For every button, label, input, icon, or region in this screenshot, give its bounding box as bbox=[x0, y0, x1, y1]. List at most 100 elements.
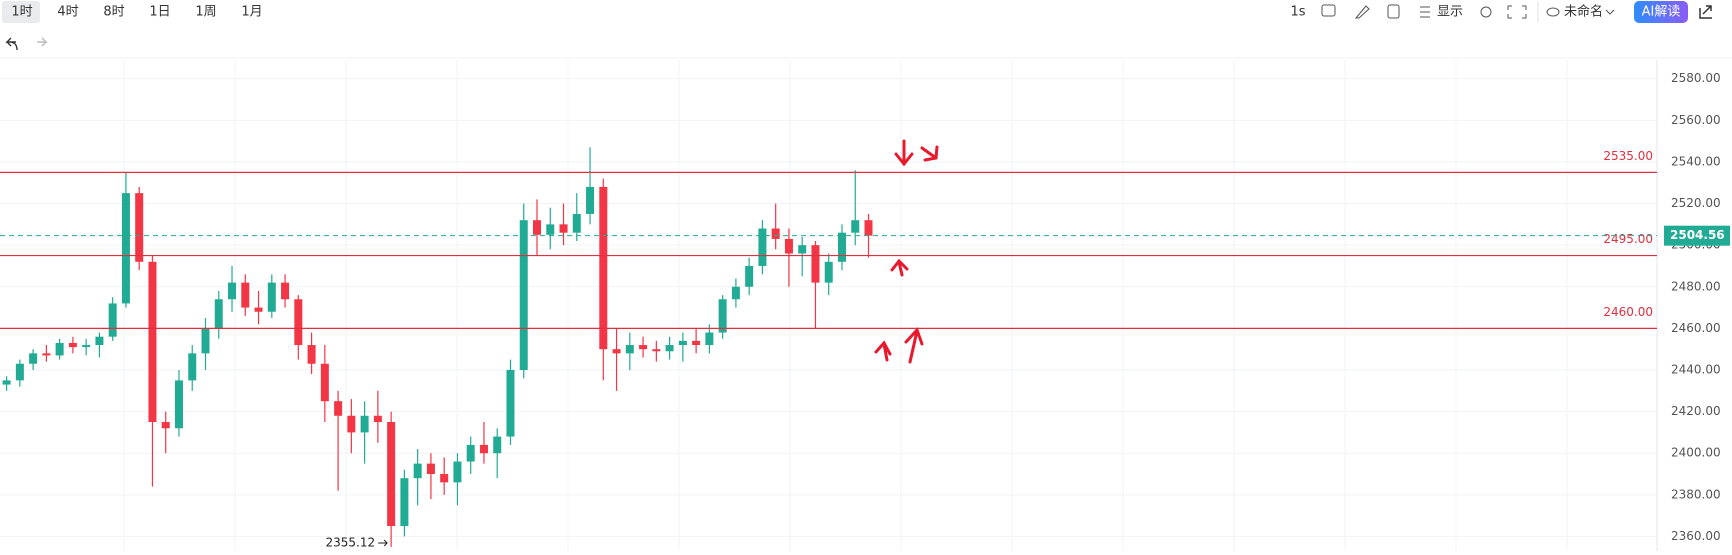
candle-body bbox=[201, 328, 210, 354]
candle-body bbox=[559, 224, 568, 233]
candle-body bbox=[320, 363, 329, 402]
redo-icon[interactable] bbox=[37, 37, 48, 47]
interval-button[interactable]: 1时 bbox=[11, 5, 32, 20]
candle-body bbox=[798, 245, 807, 254]
candle-body bbox=[281, 282, 290, 300]
candle-body bbox=[294, 299, 303, 346]
ai-button-bg[interactable] bbox=[1634, 1, 1688, 23]
candle-body bbox=[148, 261, 157, 423]
candle-body bbox=[612, 349, 621, 354]
dropdown-caret[interactable] bbox=[1605, 9, 1615, 15]
candle-body bbox=[533, 220, 541, 235]
candle-body bbox=[771, 228, 780, 239]
y-tick-label: 2420.00 bbox=[1671, 404, 1721, 418]
arrow-up bbox=[904, 327, 924, 364]
candle-body bbox=[373, 415, 382, 423]
interval-button[interactable]: 1周 bbox=[195, 5, 216, 20]
candle-body bbox=[639, 345, 648, 350]
interval-bar: 1时 4时 8时 1日 1周 1月 bbox=[11, 5, 262, 20]
candle-body bbox=[108, 303, 117, 337]
interval-button[interactable]: 1日 bbox=[149, 5, 170, 20]
undo-icon[interactable] bbox=[5, 37, 18, 51]
arrow-down bbox=[920, 145, 939, 162]
candle-body bbox=[307, 345, 316, 364]
candle-body bbox=[188, 353, 197, 381]
cloud-icon bbox=[1546, 7, 1560, 17]
share-icon[interactable] bbox=[1699, 5, 1712, 19]
plot-area: 2360.00 2380.00 2400.00 2420.00 2440.00 2460.… bbox=[0, 60, 1730, 551]
y-tick-label: 2560.00 bbox=[1671, 113, 1721, 127]
candle-body bbox=[228, 282, 237, 300]
candle-body bbox=[784, 238, 793, 254]
candle-body bbox=[267, 282, 276, 312]
candle-body bbox=[493, 436, 502, 454]
refresh-rate[interactable]: 1s bbox=[1290, 5, 1305, 20]
candle-body bbox=[745, 265, 754, 287]
candle-body bbox=[572, 213, 581, 233]
candle-body bbox=[334, 401, 343, 416]
candle-body bbox=[29, 353, 38, 364]
candle-body bbox=[811, 245, 820, 283]
low-marker-arrow bbox=[378, 539, 388, 547]
candle-body bbox=[254, 307, 263, 312]
level-label: 2460.00 bbox=[1603, 305, 1653, 319]
settings-icon[interactable] bbox=[1480, 6, 1492, 18]
y-tick-label: 2540.00 bbox=[1671, 154, 1721, 168]
candle-body bbox=[851, 220, 860, 233]
candle-body bbox=[692, 340, 701, 346]
candle-body bbox=[678, 340, 687, 346]
camera-icon[interactable] bbox=[1321, 4, 1336, 17]
candle-body bbox=[586, 186, 595, 214]
candle-body bbox=[82, 345, 91, 348]
candle-body bbox=[426, 463, 435, 475]
candle-body bbox=[665, 345, 674, 352]
fullscreen-icon[interactable] bbox=[1507, 5, 1527, 19]
candle-body bbox=[758, 228, 767, 266]
candle-body bbox=[625, 345, 634, 354]
candle-body bbox=[705, 332, 714, 346]
y-tick-label: 2480.00 bbox=[1671, 279, 1721, 293]
arrow-up bbox=[890, 258, 909, 277]
candle-body bbox=[42, 353, 51, 356]
candle-body bbox=[519, 220, 528, 370]
candle-body bbox=[55, 342, 64, 356]
y-tick-label: 2400.00 bbox=[1671, 446, 1721, 460]
draw-icon[interactable] bbox=[1354, 5, 1370, 19]
annotations bbox=[874, 139, 939, 364]
candle-body bbox=[413, 463, 422, 479]
arrow-down bbox=[894, 139, 914, 167]
indicator-icon[interactable] bbox=[1387, 4, 1400, 19]
display-button[interactable]: 显示 bbox=[1437, 5, 1463, 20]
last-price-bg bbox=[1664, 225, 1730, 246]
candle-body bbox=[546, 224, 555, 235]
candle-body bbox=[135, 193, 144, 262]
candle-body bbox=[174, 380, 183, 429]
candle-body bbox=[864, 220, 873, 236]
candle-body bbox=[121, 193, 130, 304]
candle-body bbox=[214, 299, 223, 329]
interval-button[interactable]: 8时 bbox=[103, 5, 124, 20]
candle-body bbox=[599, 186, 608, 350]
interval-button[interactable]: 4时 bbox=[57, 5, 78, 20]
interval-button[interactable]: 1月 bbox=[241, 5, 262, 20]
candle-body bbox=[731, 286, 740, 300]
arrow-up bbox=[874, 340, 892, 362]
candle-body bbox=[2, 380, 11, 385]
candle-body bbox=[400, 478, 409, 527]
level-label: 2495.00 bbox=[1603, 232, 1653, 246]
layout-name[interactable]: 未命名 bbox=[1564, 4, 1603, 20]
y-tick-label: 2440.00 bbox=[1671, 362, 1721, 376]
candle-body bbox=[241, 282, 250, 308]
display-icon[interactable] bbox=[1420, 6, 1430, 18]
candle-body bbox=[347, 415, 356, 433]
candle-body bbox=[360, 415, 369, 433]
candle-body bbox=[506, 369, 515, 437]
candle-body bbox=[15, 363, 24, 381]
level-label: 2535.00 bbox=[1603, 149, 1653, 163]
active-interval-bg bbox=[2, 1, 40, 23]
candle-body bbox=[453, 461, 462, 483]
ai-button[interactable]: AI解读 bbox=[1642, 5, 1681, 20]
